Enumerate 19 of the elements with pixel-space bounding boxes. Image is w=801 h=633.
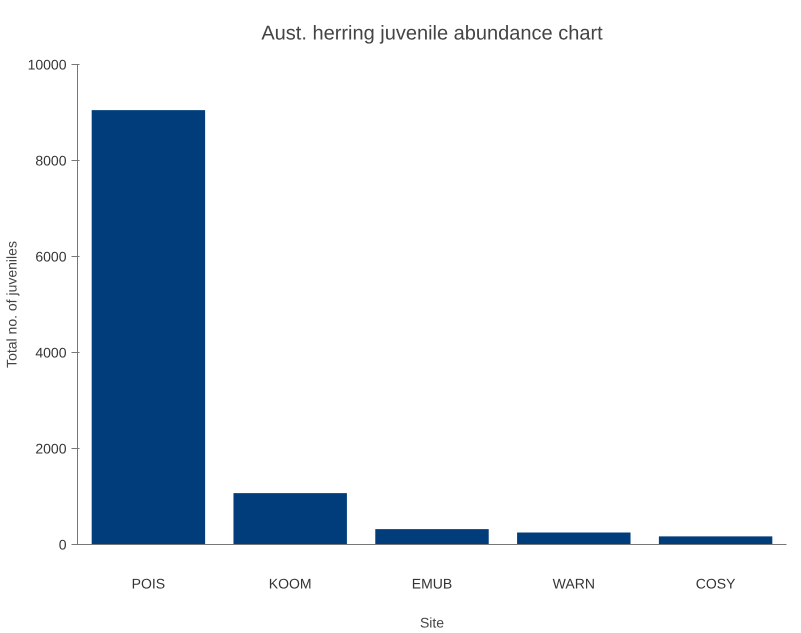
bar (517, 532, 631, 544)
y-tick-label: 0 (58, 536, 67, 552)
x-axis-title: Site (420, 614, 444, 630)
y-tick-label: 6000 (35, 248, 67, 264)
x-tick-label: KOOM (268, 576, 312, 592)
y-tick-label: 2000 (35, 440, 67, 456)
x-tick-label: COSY (696, 576, 736, 592)
bar (92, 110, 206, 544)
y-tick-label: 8000 (35, 152, 67, 168)
y-axis-title: Total no. of juveniles (4, 241, 20, 368)
x-tick-label: WARN (552, 576, 595, 592)
x-tick-label: POIS (132, 576, 166, 592)
bar (375, 529, 489, 544)
y-tick-label: 10000 (28, 56, 67, 72)
y-tick-label: 4000 (35, 344, 67, 360)
chart-title: Aust. herring juvenile abundance chart (261, 22, 604, 44)
bar (658, 536, 772, 544)
bar (233, 493, 347, 544)
x-tick-label: EMUB (412, 576, 452, 592)
